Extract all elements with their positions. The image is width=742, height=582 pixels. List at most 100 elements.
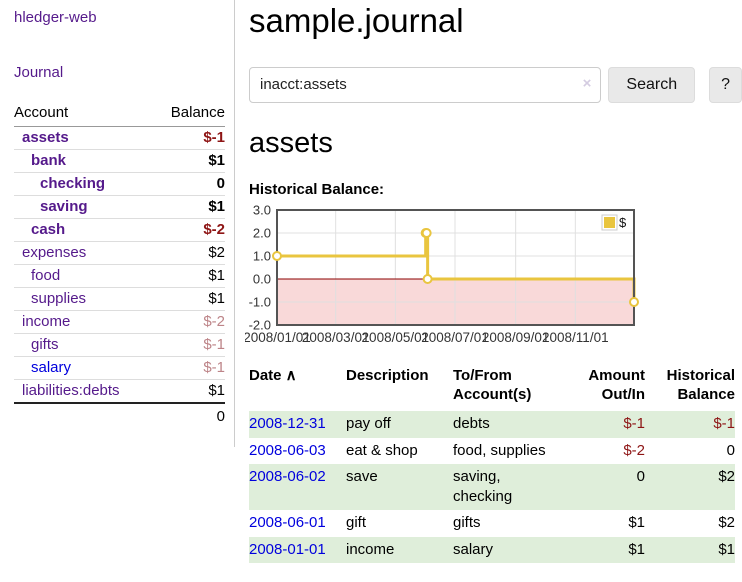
account-balance: $2 [153, 241, 225, 265]
y-axis-tick-label: -2.0 [249, 317, 271, 332]
y-axis-tick-label: -1.0 [249, 294, 271, 309]
register-balance-cell: $-1 [645, 411, 735, 438]
account-row: assets $-1 [14, 126, 225, 150]
legend-swatch [604, 216, 615, 228]
register-amount-cell: 0 [581, 464, 645, 511]
register-row: 2008-06-02 save saving, checking 0 $2 [249, 464, 735, 511]
account-name-cell: salary [14, 356, 154, 380]
account-link[interactable]: checking [40, 175, 106, 192]
register-balance-cell: $2 [718, 514, 735, 532]
transaction-date-link[interactable]: 2008-06-03 [249, 441, 326, 459]
account-row: supplies $1 [14, 287, 225, 311]
register-column-header: Amount Out/In [581, 367, 645, 412]
register-description-cell: income [346, 536, 453, 564]
x-axis-tick-label: 2008/01/01 [245, 330, 311, 345]
register-column-label: Amount Out/In [588, 366, 645, 403]
x-axis-tick-label: 2008/03/01 [302, 330, 370, 345]
account-balance: $-2 [153, 310, 225, 334]
account-link[interactable]: supplies [31, 290, 87, 307]
y-axis-tick-label: 3.0 [253, 205, 271, 218]
accounts-total-value: 0 [216, 408, 225, 425]
register-column-header: To/From Account(s) [453, 367, 581, 412]
account-title: assets [249, 126, 333, 159]
register-row: 2008-12-31 pay off debts $-1 $-1 [249, 411, 735, 438]
account-balance: $1 [153, 264, 225, 288]
account-link[interactable]: gifts [31, 336, 59, 353]
account-row: expenses $2 [14, 241, 225, 265]
account-link[interactable]: bank [31, 152, 67, 169]
register-row: 2008-01-01 income salary $1 $1 [249, 536, 735, 564]
account-balance: $1 [153, 195, 225, 219]
account-name-cell: checking [14, 172, 154, 196]
register-amount-cell: $1 [628, 514, 645, 532]
account-name-cell: liabilities:debts [14, 379, 154, 404]
account-name-cell: cash [14, 218, 154, 242]
account-name-cell: income [14, 310, 154, 334]
chart-label: Historical Balance: [249, 180, 385, 198]
account-row: bank $1 [14, 149, 225, 173]
account-link[interactable]: income [22, 313, 71, 330]
account-balance: $1 [153, 379, 225, 404]
data-point-marker [422, 273, 433, 284]
account-balance: $-2 [153, 218, 225, 242]
data-point-marker [421, 227, 432, 238]
search-button[interactable]: Search [608, 66, 696, 103]
transaction-date-link[interactable]: 2008-06-02 [249, 468, 326, 486]
y-axis-tick-label: 1.0 [253, 248, 271, 263]
register-column-label: Description [346, 366, 429, 384]
main-content: sample.journal × Search ? assets Histori… [245, 0, 742, 564]
search-box: × [249, 66, 602, 103]
account-link[interactable]: expenses [22, 244, 87, 261]
account-row: cash $-2 [14, 218, 225, 242]
account-link[interactable]: saving [40, 198, 88, 215]
account-name-cell: saving [14, 195, 154, 219]
register-column-header[interactable]: Date ∧ [249, 367, 346, 412]
transaction-date-link[interactable]: 2008-06-01 [249, 514, 326, 532]
account-link[interactable]: cash [31, 221, 66, 238]
hledger-web-link[interactable]: hledger-web [14, 9, 97, 26]
account-row: liabilities:debts $1 [14, 379, 225, 404]
accounts-total-row: 0 [14, 403, 225, 428]
register-accounts-cell: gifts [453, 514, 481, 532]
x-axis-tick-label: 2008/09/01 [482, 330, 550, 345]
account-link[interactable]: liabilities:debts [22, 382, 120, 399]
register-description-cell: save [346, 464, 453, 511]
sidebar-item-journal[interactable]: Journal [14, 64, 64, 81]
register-date-cell: 2008-06-01 [249, 510, 346, 537]
register-table: Date ∧ Description To/From Account(s) Amoun… [249, 367, 735, 564]
account-name-cell: expenses [14, 241, 154, 265]
account-name-cell: assets [14, 126, 154, 150]
transaction-date-link[interactable]: 2008-12-31 [249, 415, 326, 433]
register-column-label: To/From Account(s) [453, 366, 532, 403]
accounts-header-row: Account Balance [14, 101, 225, 127]
plot-border [276, 208, 635, 326]
register-date-cell: 2008-12-31 [249, 411, 346, 438]
account-row: gifts $-1 [14, 333, 225, 357]
y-axis-tick-label: 2.0 [253, 225, 271, 240]
register-balance-cell: 0 [726, 441, 735, 459]
account-row: income $-2 [14, 310, 225, 334]
search-input[interactable] [249, 66, 602, 103]
sidebar: hledger-web Journal Account Balance asse… [0, 0, 235, 447]
account-name-cell: supplies [14, 287, 154, 311]
help-button[interactable]: ? [709, 66, 742, 103]
account-balance: 0 [153, 172, 225, 196]
register-row: 2008-06-03 eat & shop food, supplies $-2 0 [249, 438, 735, 465]
account-balance: $-1 [153, 333, 225, 357]
app-brand: hledger-web [14, 9, 225, 26]
account-link[interactable]: salary [31, 359, 72, 376]
data-point-marker [629, 296, 639, 307]
account-link[interactable]: assets [22, 129, 69, 146]
account-row: food $1 [14, 264, 225, 288]
account-name-cell: bank [14, 149, 154, 173]
account-balance: $1 [153, 149, 225, 173]
sort-asc-icon: ∧ [281, 366, 297, 384]
clear-search-icon[interactable]: × [582, 74, 592, 92]
register-header-row: Date ∧ Description To/From Account(s) Amoun… [249, 367, 735, 412]
account-row: salary $-1 [14, 356, 225, 380]
transaction-date-link[interactable]: 2008-01-01 [249, 540, 326, 558]
account-name-cell: gifts [14, 333, 154, 357]
accounts-header-account: Account [14, 101, 154, 127]
x-axis-tick-label: 2008/07/01 [421, 330, 489, 345]
account-link[interactable]: food [31, 267, 61, 284]
